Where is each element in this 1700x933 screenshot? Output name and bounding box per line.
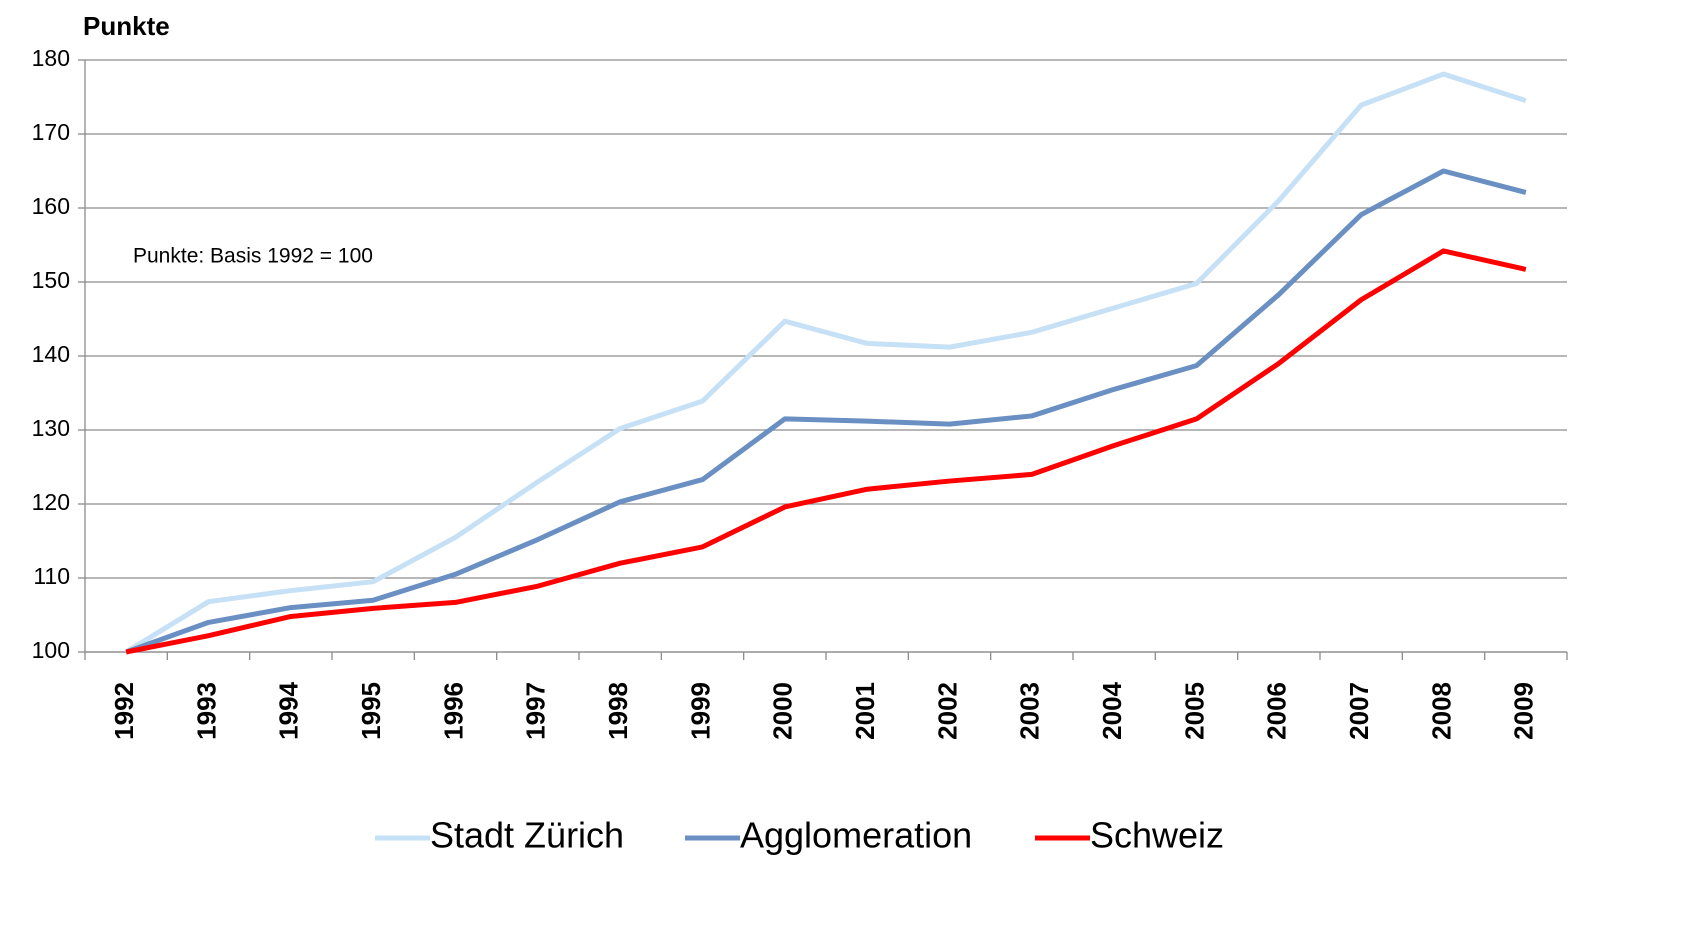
legend-label: Agglomeration <box>740 815 972 856</box>
y-tick-label: 170 <box>32 119 70 145</box>
y-tick-label: 120 <box>32 489 70 515</box>
y-tick-label: 150 <box>32 267 70 293</box>
x-tick-label: 2003 <box>1015 682 1045 740</box>
x-tick-label: 2001 <box>850 682 880 740</box>
y-tick-label: 130 <box>32 415 70 441</box>
y-tick-label: 180 <box>32 45 70 71</box>
x-tick-label: 2007 <box>1344 682 1374 740</box>
x-tick-label: 1998 <box>603 682 633 740</box>
legend-label: Schweiz <box>1090 815 1224 856</box>
x-tick-label: 1999 <box>685 682 715 740</box>
y-tick-label: 100 <box>32 637 70 663</box>
x-tick-label: 1994 <box>274 681 304 739</box>
y-axis-title: Punkte <box>83 11 170 41</box>
x-tick-label: 1995 <box>356 682 386 740</box>
series-line <box>125 248 1527 655</box>
y-tick-label: 160 <box>32 193 70 219</box>
series-line <box>125 168 1527 655</box>
x-tick-label: 2005 <box>1179 682 1209 740</box>
x-tick-label: 1993 <box>191 682 221 740</box>
x-tick-label: 1996 <box>438 682 468 740</box>
x-tick-label: 2002 <box>932 682 962 740</box>
annotation: Punkte: Basis 1992 = 100 <box>133 245 373 268</box>
x-tick-label: 2009 <box>1509 682 1539 740</box>
x-tick-label: 2004 <box>1097 681 1127 739</box>
x-tick-label: 1992 <box>109 682 139 740</box>
series-line <box>124 71 1527 655</box>
x-tick-label: 2008 <box>1426 682 1456 740</box>
x-tick-label: 2000 <box>768 682 798 740</box>
x-tick-label: 1997 <box>521 682 551 740</box>
y-tick-label: 110 <box>33 563 70 589</box>
legend-label: Stadt Zürich <box>430 815 624 856</box>
x-tick-label: 2006 <box>1262 682 1292 740</box>
y-tick-label: 140 <box>32 341 70 367</box>
